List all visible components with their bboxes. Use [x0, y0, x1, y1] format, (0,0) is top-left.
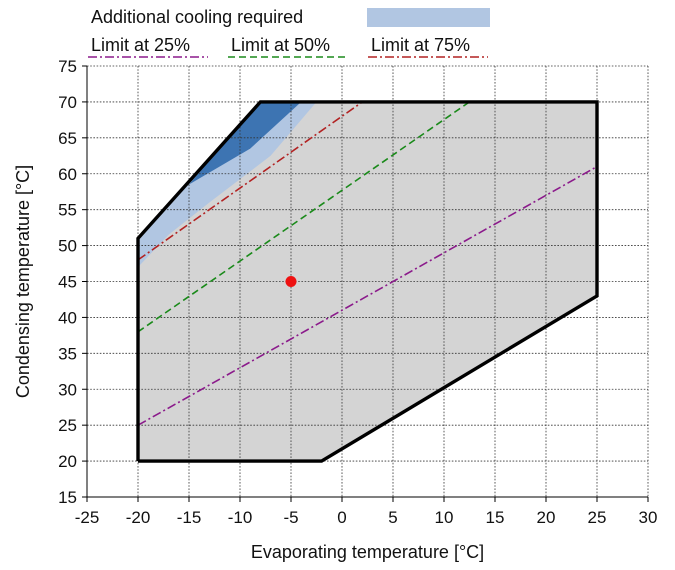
y-tick-label: 30	[58, 380, 77, 399]
x-tick-label: -15	[177, 508, 202, 527]
y-axis-title: Condensing temperature [°C]	[13, 165, 33, 398]
y-tick-label: 70	[58, 93, 77, 112]
series-line-1	[137, 101, 470, 333]
x-tick-label: 10	[435, 508, 454, 527]
series-line-0	[137, 165, 598, 426]
legend-label-75: Limit at 75%	[371, 35, 470, 55]
x-tick-label: -5	[283, 508, 298, 527]
x-tick-label: 25	[588, 508, 607, 527]
x-tick-label: -10	[228, 508, 253, 527]
x-tick-label: 0	[337, 508, 346, 527]
x-tick-label: 15	[486, 508, 505, 527]
x-tick-label: 30	[639, 508, 658, 527]
y-tick-label: 55	[58, 201, 77, 220]
y-tick-label: 45	[58, 273, 77, 292]
x-tick-label: 5	[388, 508, 397, 527]
envelope-fill	[138, 101, 597, 462]
y-tick-label: 15	[58, 488, 77, 507]
legend-swatch-cooling	[367, 8, 490, 27]
legend-label-25: Limit at 25%	[91, 35, 190, 55]
cooling-region-light	[138, 101, 317, 268]
operating-point	[285, 276, 297, 287]
legend: Additional cooling required Limit at 25%…	[88, 7, 490, 58]
y-tick-label: 60	[58, 165, 77, 184]
x-tick-label: 20	[537, 508, 556, 527]
y-tick-label: 65	[58, 129, 77, 148]
y-tick-label: 25	[58, 416, 77, 435]
plot-area: -25 -20 -15 -10 -5 0 5 10 15 20 25 30 15 20 25 30 35 40 45…	[58, 57, 657, 527]
x-tick-label: -25	[75, 508, 100, 527]
y-tick-label: 75	[58, 57, 77, 76]
legend-label-50: Limit at 50%	[231, 35, 330, 55]
envelope-outline	[136, 100, 599, 463]
x-tick-label: -20	[126, 508, 151, 527]
series-line-2	[137, 101, 363, 261]
y-tick-label: 20	[58, 452, 77, 471]
y-tick-label: 40	[58, 308, 77, 327]
legend-label-cooling: Additional cooling required	[91, 7, 303, 27]
x-axis-title: Evaporating temperature [°C]	[251, 542, 484, 562]
cooling-region-dark	[189, 101, 302, 185]
y-tick-label: 35	[58, 344, 77, 363]
y-tick-label: 50	[58, 237, 77, 256]
